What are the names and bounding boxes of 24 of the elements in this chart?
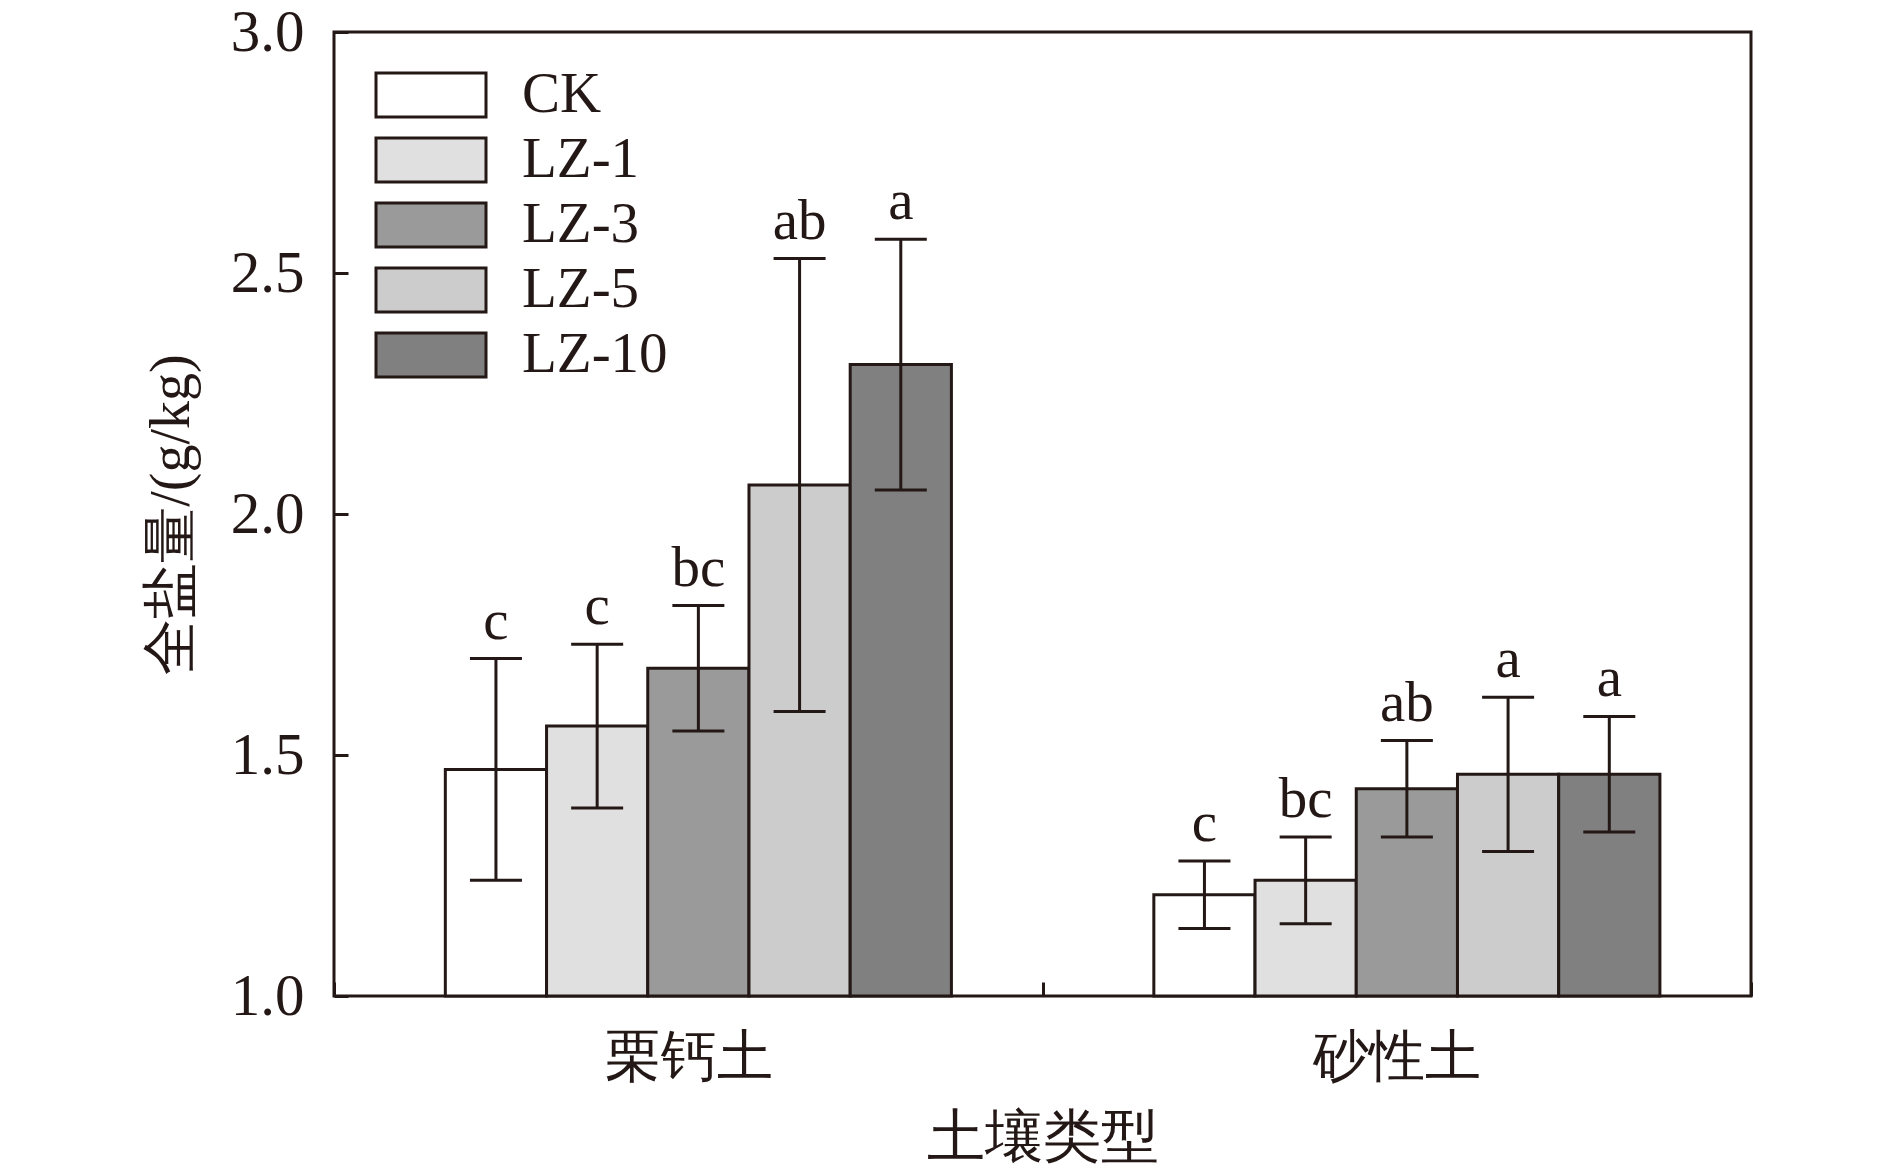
y-tick-label: 1.5 xyxy=(230,720,305,787)
y-tick-label: 2.5 xyxy=(230,238,305,305)
y-axis-title: 全盐量/(g/kg) xyxy=(138,354,202,675)
annotation: c xyxy=(483,587,509,651)
x-tick-label: 砂性土 xyxy=(1312,1024,1482,1087)
annotation: bc xyxy=(1278,765,1333,829)
legend-label: LZ-1 xyxy=(522,126,640,189)
y-tick-label: 1.0 xyxy=(230,961,305,1028)
y-tick-label: 3.0 xyxy=(230,0,305,64)
annotation: a xyxy=(888,168,914,232)
annotation: c xyxy=(584,573,610,637)
x-tick-label: 栗钙土 xyxy=(604,1024,773,1087)
annotation: a xyxy=(1495,626,1521,690)
annotation: bc xyxy=(671,534,726,598)
y-tick-label: 2.0 xyxy=(230,479,305,546)
legend-label: LZ-5 xyxy=(522,256,640,319)
legend-label: CK xyxy=(522,61,602,124)
annotation: ab xyxy=(1379,669,1434,733)
annotation: c xyxy=(1191,790,1218,854)
annotation: a xyxy=(1596,645,1622,709)
x-axis-title: 土壤类型 xyxy=(927,1103,1159,1169)
legend-label: LZ-3 xyxy=(522,191,640,254)
annotation: ab xyxy=(772,187,827,251)
legend-label: LZ-10 xyxy=(522,321,668,384)
